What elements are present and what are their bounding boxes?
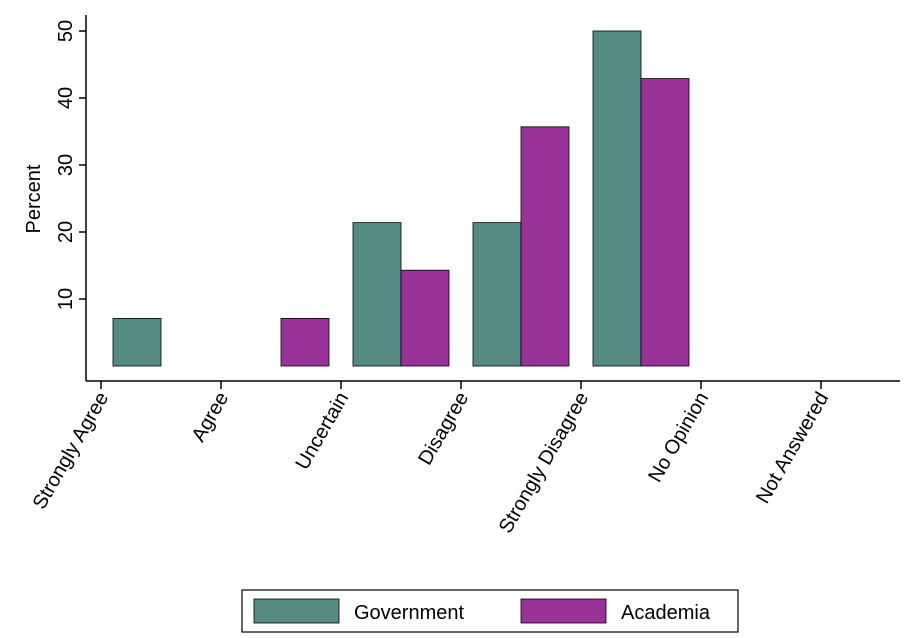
x-category-label: No Opinion [644, 389, 713, 487]
x-ticks: Strongly Agree Agree Uncertain Disagree Stro… [29, 381, 833, 538]
y-axis-title: Percent [23, 164, 45, 233]
bar-government-strongly-disagree [592, 30, 642, 367]
x-category-label: Uncertain [291, 389, 353, 474]
bar-government-strongly-agree [112, 318, 162, 367]
bar-academia-uncertain [400, 269, 450, 367]
x-category-label: Disagree [414, 389, 473, 469]
bar-government-disagree [472, 222, 522, 367]
x-category-label: Agree [188, 389, 234, 446]
legend-label-academia: Academia [621, 602, 711, 624]
y-tick-label: 40 [55, 87, 77, 109]
legend-swatch-government [253, 598, 340, 624]
legend-swatch-academia [520, 598, 607, 624]
y-tick-label: 10 [55, 288, 77, 310]
y-tick-label: 30 [55, 154, 77, 176]
bars-layer [112, 30, 690, 367]
x-category-label: Strongly Agree [29, 389, 114, 514]
bar-government-uncertain [352, 222, 402, 367]
bar-academia-agree [280, 318, 330, 367]
y-tick-label: 50 [55, 20, 77, 42]
y-tick-label: 20 [55, 221, 77, 243]
legend-label-government: Government [354, 602, 464, 624]
bar-academia-disagree [520, 126, 570, 367]
bar-academia-strongly-disagree [640, 78, 690, 367]
x-category-label: Strongly Disagree [495, 389, 594, 538]
y-ticks: 10 20 30 40 50 [55, 20, 86, 310]
x-category-label: Not Answered [752, 389, 833, 508]
legend: Government Academia [241, 589, 739, 633]
